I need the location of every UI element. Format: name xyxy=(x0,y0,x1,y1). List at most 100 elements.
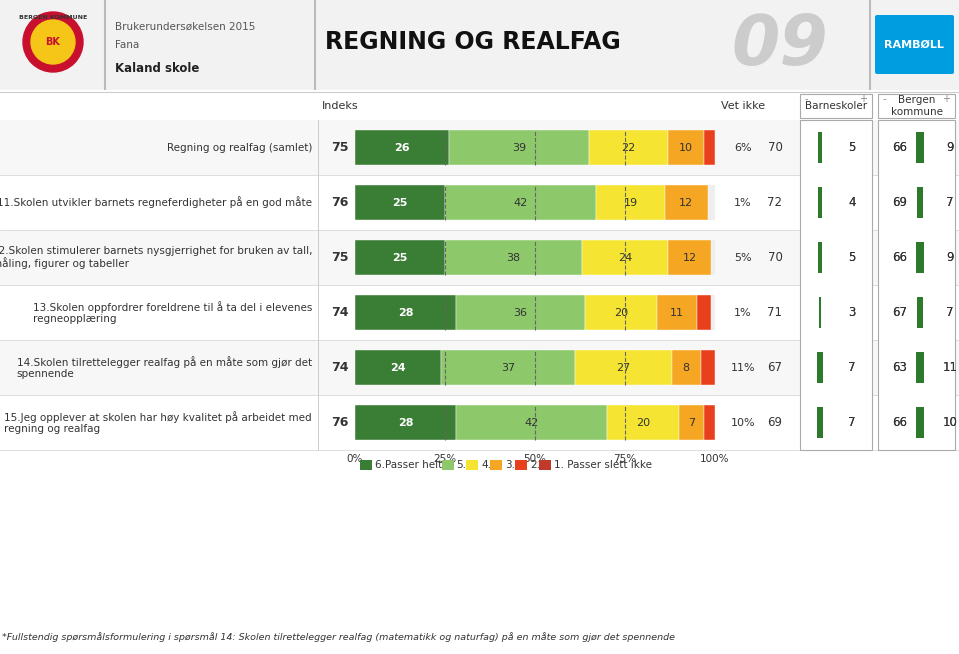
Bar xyxy=(701,350,715,385)
Bar xyxy=(355,405,715,440)
Text: 7: 7 xyxy=(849,416,855,429)
Bar xyxy=(916,407,924,438)
Text: 5.: 5. xyxy=(456,460,467,470)
Text: 11.Skolen utvikler barnets regneferdigheter på en god måte: 11.Skolen utvikler barnets regneferdighe… xyxy=(0,197,312,209)
Bar xyxy=(445,184,596,220)
Bar xyxy=(917,298,923,328)
Text: 4.: 4. xyxy=(481,460,491,470)
Text: 9: 9 xyxy=(947,251,954,264)
Bar xyxy=(582,239,668,275)
Bar xyxy=(817,353,823,383)
Bar xyxy=(0,120,959,175)
Text: 12: 12 xyxy=(679,198,693,207)
Text: 67: 67 xyxy=(893,306,907,319)
Text: 0%: 0% xyxy=(347,454,363,464)
Bar xyxy=(818,188,822,218)
Text: 100%: 100% xyxy=(700,454,730,464)
Text: 42: 42 xyxy=(513,198,527,207)
Text: 24: 24 xyxy=(618,252,632,262)
Text: BERGEN KOMMUNE: BERGEN KOMMUNE xyxy=(19,15,87,20)
Text: +: + xyxy=(859,94,867,104)
Text: 8: 8 xyxy=(683,362,690,373)
Text: 24: 24 xyxy=(390,362,406,373)
Text: Bergen
kommune: Bergen kommune xyxy=(891,95,943,117)
Text: 5: 5 xyxy=(849,141,855,154)
Text: RAMBØLL: RAMBØLL xyxy=(884,40,944,50)
Bar xyxy=(589,129,668,165)
Text: 74: 74 xyxy=(331,361,349,374)
Text: 75%: 75% xyxy=(614,454,637,464)
Text: 63: 63 xyxy=(893,361,907,374)
Text: 63: 63 xyxy=(893,361,907,374)
Bar xyxy=(355,294,456,330)
Text: 69: 69 xyxy=(767,416,783,429)
Text: 1%: 1% xyxy=(735,198,752,207)
Bar xyxy=(818,188,822,218)
Bar xyxy=(466,460,478,470)
Bar xyxy=(0,175,959,230)
Text: 72: 72 xyxy=(767,196,783,209)
Text: 2.: 2. xyxy=(529,460,540,470)
Text: 09: 09 xyxy=(732,12,829,80)
Text: -: - xyxy=(883,94,886,104)
Bar xyxy=(818,243,822,273)
Bar xyxy=(355,350,715,385)
Text: 7: 7 xyxy=(849,416,855,429)
Text: 25: 25 xyxy=(392,198,408,207)
Text: 66: 66 xyxy=(893,416,907,429)
Bar xyxy=(817,407,823,438)
Bar xyxy=(917,132,924,163)
Bar xyxy=(441,350,574,385)
Text: 3: 3 xyxy=(849,306,855,319)
Text: 19: 19 xyxy=(623,198,638,207)
Circle shape xyxy=(31,20,75,64)
Text: 10: 10 xyxy=(679,143,693,152)
Bar xyxy=(878,94,955,118)
Text: 10: 10 xyxy=(943,416,957,429)
Text: 66: 66 xyxy=(893,416,907,429)
Text: 66: 66 xyxy=(893,251,907,264)
Bar xyxy=(0,395,959,450)
Bar xyxy=(679,405,704,440)
Bar xyxy=(0,230,959,285)
Bar xyxy=(818,132,822,163)
Bar xyxy=(539,460,551,470)
Bar xyxy=(585,294,658,330)
Bar xyxy=(817,353,823,383)
Circle shape xyxy=(23,12,83,72)
Text: 3.: 3. xyxy=(505,460,515,470)
Text: Fana: Fana xyxy=(115,40,139,50)
Bar xyxy=(574,350,672,385)
Text: 6%: 6% xyxy=(735,143,752,152)
Bar xyxy=(665,184,708,220)
Text: Regning og realfag (samlet): Regning og realfag (samlet) xyxy=(167,143,312,152)
Text: 5: 5 xyxy=(849,251,855,264)
Text: 1. Passer slett ikke: 1. Passer slett ikke xyxy=(554,460,652,470)
Text: 70: 70 xyxy=(767,141,783,154)
Text: 28: 28 xyxy=(398,417,413,428)
Text: 22: 22 xyxy=(621,143,636,152)
Bar xyxy=(917,132,924,163)
Bar xyxy=(355,350,441,385)
Bar xyxy=(819,298,821,328)
Text: 76: 76 xyxy=(331,196,349,209)
Text: 7: 7 xyxy=(947,196,954,209)
Text: 76: 76 xyxy=(331,416,349,429)
Text: 7: 7 xyxy=(849,361,855,374)
Text: 26: 26 xyxy=(394,143,409,152)
Text: Vet ikke: Vet ikke xyxy=(721,101,765,111)
Text: 7: 7 xyxy=(947,306,954,319)
Bar xyxy=(355,129,449,165)
Text: 5%: 5% xyxy=(735,252,752,262)
Text: -: - xyxy=(805,94,808,104)
Text: 13.Skolen oppfordrer foreldrene til å ta del i elevenes
regneopplæring: 13.Skolen oppfordrer foreldrene til å ta… xyxy=(33,301,312,324)
Bar xyxy=(917,243,924,273)
Text: 4: 4 xyxy=(849,196,855,209)
Text: 9: 9 xyxy=(947,141,954,154)
Text: 11%: 11% xyxy=(731,362,756,373)
Bar xyxy=(917,188,923,218)
Text: 4: 4 xyxy=(849,196,855,209)
Text: REGNING OG REALFAG: REGNING OG REALFAG xyxy=(325,30,620,54)
Bar xyxy=(456,294,585,330)
Text: 6.Passer helt: 6.Passer helt xyxy=(375,460,442,470)
